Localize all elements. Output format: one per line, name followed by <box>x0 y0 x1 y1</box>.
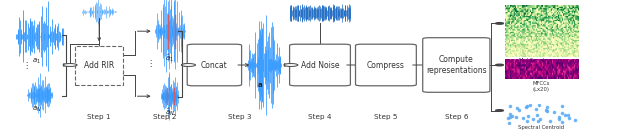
Text: $a_N$: $a_N$ <box>31 105 42 115</box>
Text: Concat: Concat <box>201 60 228 70</box>
Text: ⋮: ⋮ <box>146 59 155 68</box>
Text: $\hat{a}_N$: $\hat{a}_N$ <box>164 107 175 118</box>
FancyBboxPatch shape <box>76 46 123 84</box>
Text: Compress: Compress <box>367 60 405 70</box>
Circle shape <box>182 64 196 66</box>
Text: Mel Spectrogram
(Lx256): Mel Spectrogram (Lx256) <box>519 58 564 69</box>
FancyBboxPatch shape <box>290 44 351 86</box>
Text: Add RIR: Add RIR <box>84 60 115 70</box>
Text: Step 6: Step 6 <box>445 114 468 120</box>
Text: Compute
representations: Compute representations <box>426 55 486 75</box>
FancyBboxPatch shape <box>422 38 490 92</box>
Text: Step 5: Step 5 <box>374 114 397 120</box>
Text: MFCCs
(Lx20): MFCCs (Lx20) <box>532 81 550 92</box>
Text: $a_1$: $a_1$ <box>32 57 41 66</box>
Circle shape <box>496 110 503 111</box>
Circle shape <box>496 23 503 24</box>
Text: ⋮: ⋮ <box>22 61 31 70</box>
Text: Step 1: Step 1 <box>88 114 111 120</box>
Circle shape <box>63 64 77 66</box>
Text: Spectral Centroid
(Lx1): Spectral Centroid (Lx1) <box>518 125 564 130</box>
Text: Step 4: Step 4 <box>308 114 332 120</box>
FancyBboxPatch shape <box>356 44 417 86</box>
Text: Step 3: Step 3 <box>228 114 252 120</box>
Text: Step 2: Step 2 <box>154 114 177 120</box>
FancyBboxPatch shape <box>187 44 242 86</box>
Text: $\hat{a}_1$: $\hat{a}_1$ <box>165 52 174 64</box>
Circle shape <box>284 64 298 66</box>
Text: Add Noise: Add Noise <box>301 60 339 70</box>
Text: $\mathbf{a}$: $\mathbf{a}$ <box>257 81 264 89</box>
Circle shape <box>496 64 503 66</box>
